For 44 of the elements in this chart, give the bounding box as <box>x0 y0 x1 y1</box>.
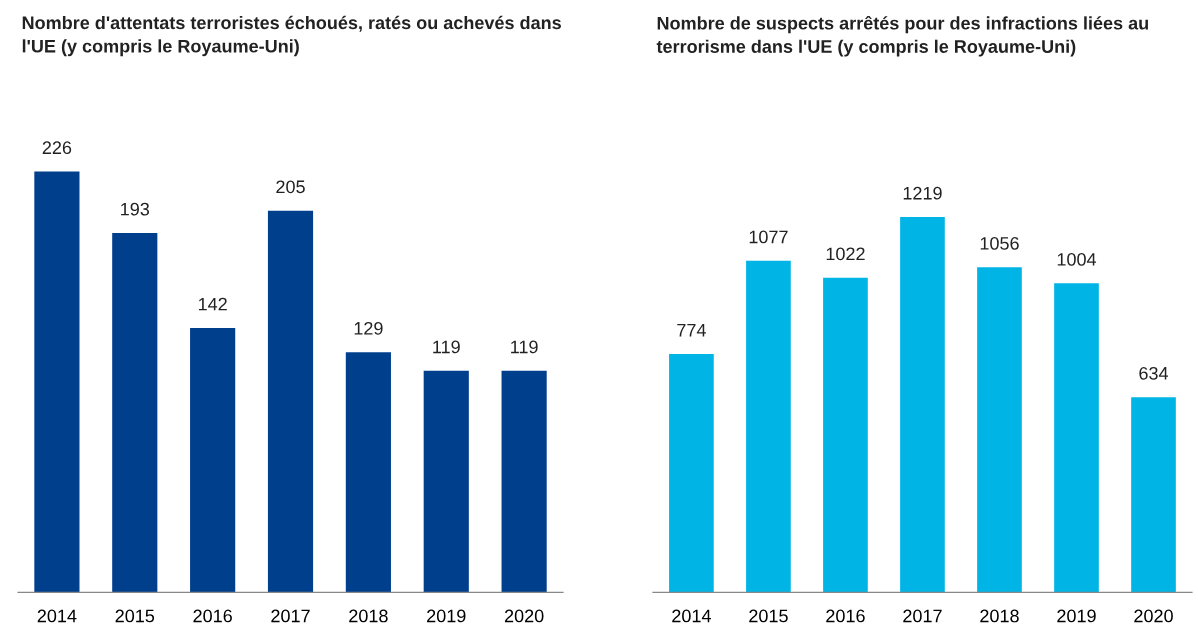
chart-title: Nombre de suspects arrêtés pour des infractions liées au terrorisme dans l'UE (y compris le Royaume-Uni) <box>656 15 1148 57</box>
data-label: 1077 <box>749 230 788 244</box>
data-label: 634 <box>1139 366 1169 380</box>
data-label: 119 <box>511 340 538 354</box>
x-tick-label: 2019 <box>1057 609 1096 623</box>
bar <box>669 354 714 593</box>
x-tick-label: 2016 <box>826 609 865 623</box>
bar <box>1054 283 1099 593</box>
data-label: 774 <box>677 324 706 337</box>
data-label: 119 <box>433 340 460 354</box>
data-label: 142 <box>198 297 227 311</box>
bar <box>267 210 314 593</box>
bar <box>977 267 1022 593</box>
x-tick-label: 2020 <box>1134 609 1173 623</box>
bar <box>112 232 158 593</box>
x-tick-label: 2018 <box>980 609 1019 623</box>
data-label: 1219 <box>903 186 942 200</box>
data-label: 129 <box>354 321 383 335</box>
bar <box>34 171 80 593</box>
data-label: 205 <box>276 180 305 194</box>
x-tick-label: 2017 <box>271 609 310 623</box>
data-label: 1056 <box>980 236 1019 250</box>
bar <box>1131 397 1176 593</box>
x-tick-label: 2015 <box>115 609 155 623</box>
bar <box>900 217 945 593</box>
data-label: 1022 <box>826 247 865 261</box>
x-tick-label: 2019 <box>427 609 466 623</box>
bar <box>190 327 236 593</box>
x-tick-label: 2014 <box>672 609 711 623</box>
chart-title: Nombre d'attentats terroristes échoués, ratés ou achevés dans l'UE (y compris le Royaume-Uni) <box>22 15 561 57</box>
x-tick-label: 2014 <box>37 609 77 623</box>
x-tick-label: 2020 <box>504 609 544 623</box>
data-label: 193 <box>121 202 150 216</box>
data-label: 226 <box>42 141 72 155</box>
bar <box>345 352 391 593</box>
data-label: 1004 <box>1057 253 1097 266</box>
x-tick-label: 2018 <box>349 609 388 623</box>
bar <box>823 277 868 593</box>
x-tick-label: 2016 <box>193 609 232 623</box>
x-tick-label: 2015 <box>749 609 788 623</box>
bar <box>423 370 469 593</box>
bar <box>746 260 791 593</box>
bar <box>501 370 547 593</box>
x-tick-label: 2017 <box>903 609 942 623</box>
